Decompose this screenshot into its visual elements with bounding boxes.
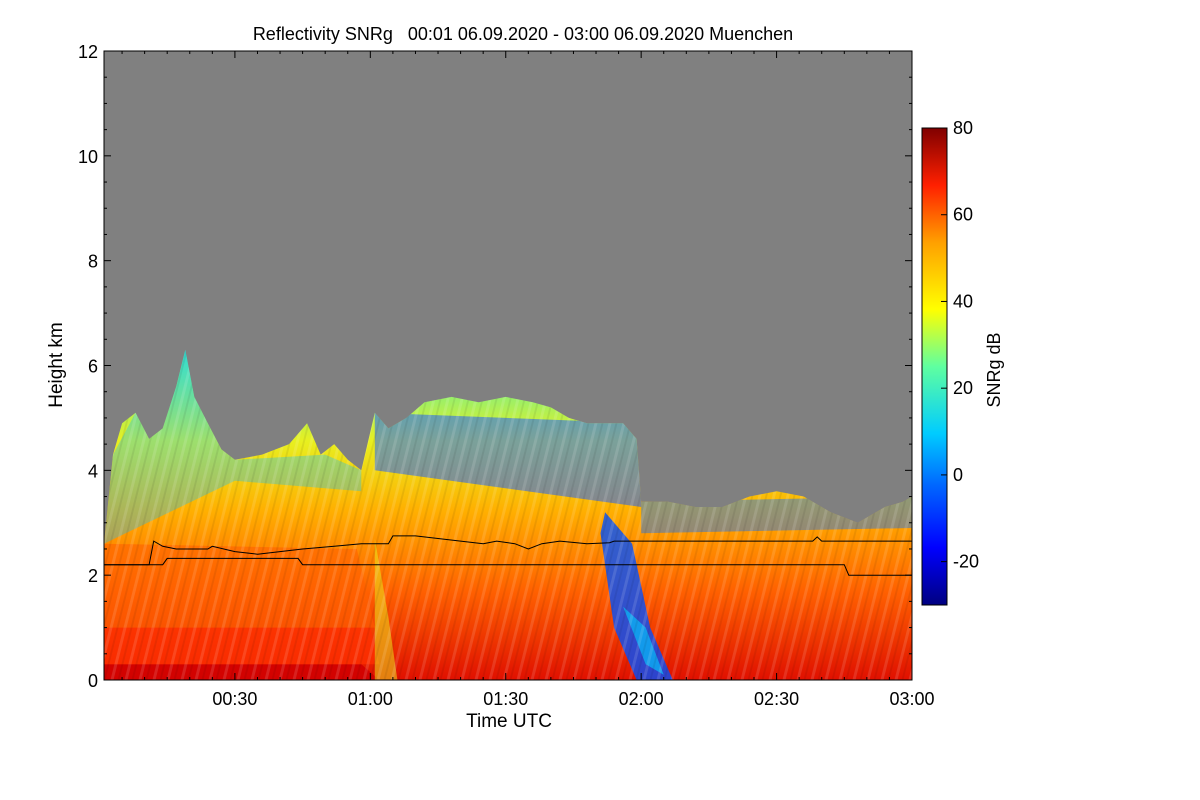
colorbar-tick-label: 20 — [953, 378, 973, 398]
x-tick-label: 03:00 — [889, 689, 934, 709]
colorbar-tick-label: 40 — [953, 291, 973, 311]
x-axis: 00:30 01:00 01:30 02:00 02:30 03:00 — [121, 51, 935, 709]
colorbar-tick-label: 0 — [953, 465, 963, 485]
x-tick-label: 01:30 — [483, 689, 528, 709]
x-tick-label: 02:00 — [619, 689, 664, 709]
colorbar-ticks: 80 60 40 20 0 -20 — [941, 118, 979, 572]
colorbar — [921, 127, 948, 606]
x-tick-label: 01:00 — [348, 689, 393, 709]
upper-layer-line — [104, 535, 912, 566]
y-axis-label: Height km — [46, 322, 67, 408]
colorbar-tick-label: 80 — [953, 118, 973, 138]
x-tick-label: 00:30 — [212, 689, 257, 709]
colorbar-tick-label: 60 — [953, 205, 973, 225]
x-axis-label: Time UTC — [466, 711, 552, 732]
x-tick-label: 02:30 — [754, 689, 799, 709]
chart-title: Reflectivity SNRg 00:01 06.09.2020 - 03:… — [253, 24, 793, 44]
colorbar-tick-label: -20 — [953, 552, 979, 572]
y-tick-label: 12 — [78, 42, 98, 62]
colorbar-label: SNRg dB — [984, 332, 1004, 407]
y-tick-label: 10 — [78, 147, 98, 167]
y-tick-label: 4 — [88, 461, 98, 481]
y-tick-label: 8 — [88, 252, 98, 272]
y-tick-label: 0 — [88, 671, 98, 691]
y-tick-label: 2 — [88, 566, 98, 586]
lower-layer-line — [104, 557, 912, 576]
y-tick-label: 6 — [88, 357, 98, 377]
y-axis: 0 2 4 6 8 10 12 — [78, 42, 912, 691]
